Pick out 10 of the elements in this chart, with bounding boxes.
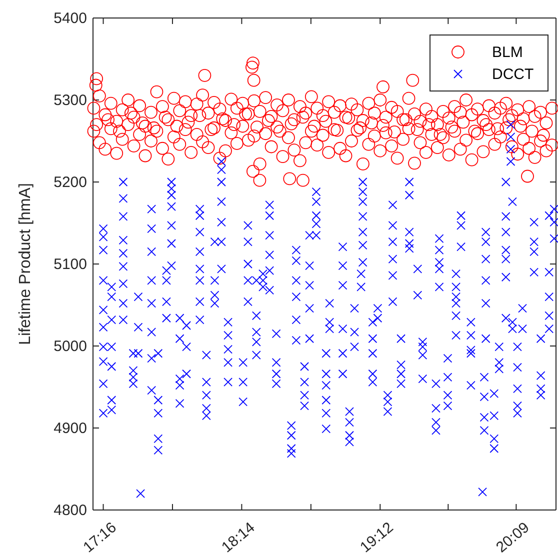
- y-axis-title: Lifetime Product [hmA]: [17, 183, 34, 345]
- y-tick-label: 5000: [54, 338, 87, 355]
- y-tick-label: 5200: [54, 174, 87, 191]
- y-tick-label: 5400: [54, 10, 87, 27]
- y-tick-label: 4800: [54, 502, 87, 519]
- y-tick-label: 4900: [54, 420, 87, 437]
- y-tick-label: 5300: [54, 92, 87, 109]
- legend-label: DCCT: [492, 66, 534, 83]
- y-tick-label: 5100: [54, 256, 87, 273]
- legend-label: BLM: [492, 44, 523, 61]
